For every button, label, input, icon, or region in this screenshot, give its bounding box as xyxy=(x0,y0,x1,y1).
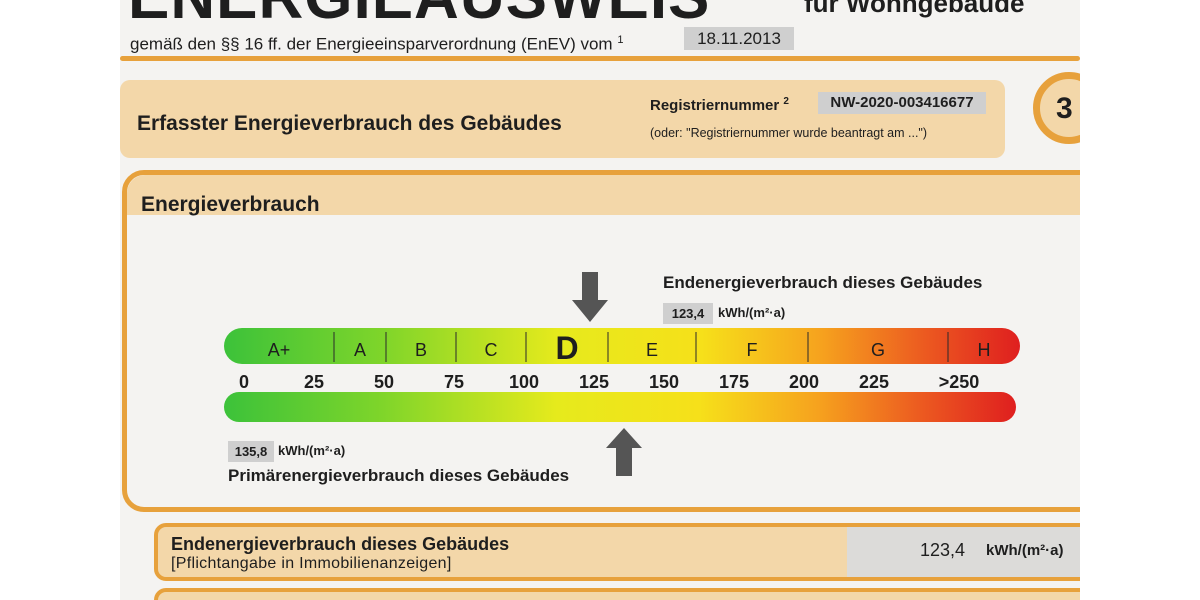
summary-unit: kWh/(m²·a) xyxy=(986,542,1064,559)
end-energy-unit: kWh/(m²·a) xyxy=(718,305,786,320)
energy-consumption-title: Energieverbrauch xyxy=(141,193,320,216)
issue-date: 18.11.2013 xyxy=(684,27,794,50)
primary-energy-value: 135,8 xyxy=(228,441,274,462)
scale-class-label: D xyxy=(555,330,578,366)
end-energy-value: 123,4 xyxy=(663,303,713,324)
summary-value: 123,4 xyxy=(920,540,966,560)
summary-subtitle: [Pflichtangabe in Immobilienanzeigen] xyxy=(171,555,452,572)
primary-energy-unit: kWh/(m²·a) xyxy=(278,443,346,458)
scale-class-label: C xyxy=(485,340,498,360)
scale-tick-label: 100 xyxy=(509,372,539,392)
section-title: Erfasster Energieverbrauch des Gebäudes xyxy=(137,112,562,135)
scale-tick-label: 50 xyxy=(374,372,394,392)
registration-label: Registriernummer 2 xyxy=(650,96,789,114)
primary-energy-label: Primärenergieverbrauch dieses Gebäudes xyxy=(228,466,570,485)
scale-tick-label: 225 xyxy=(859,372,889,392)
scale-tick-label: 200 xyxy=(789,372,819,392)
summary-title: Endenergieverbrauch dieses Gebäudes xyxy=(171,534,510,554)
scale-tick-label: 25 xyxy=(304,372,324,392)
scale-tick-label: 75 xyxy=(444,372,464,392)
scale-class-label: A+ xyxy=(268,340,291,360)
scale-class-label: B xyxy=(415,340,427,360)
scale-class-label: G xyxy=(871,340,885,360)
next-section-panel xyxy=(154,588,1080,600)
scale-bottom-bar xyxy=(224,392,1016,422)
scale-tick-label: >250 xyxy=(939,372,980,392)
energy-consumption-header xyxy=(127,175,1080,215)
end-energy-marker-arrow xyxy=(571,272,608,322)
registration-note: (oder: "Registriernummer wurde beantragt… xyxy=(650,126,928,140)
scale-tick-label: 125 xyxy=(579,372,609,392)
scale-class-label: A xyxy=(354,340,366,360)
header-divider xyxy=(120,56,1080,61)
primary-energy-marker-arrow xyxy=(606,428,643,476)
summary-value-panel xyxy=(847,527,1080,577)
certificate-title: ENERGIEAUSWEIS xyxy=(128,0,710,33)
end-energy-label: Endenergieverbrauch dieses Gebäudes xyxy=(663,273,983,292)
scale-tick-label: 175 xyxy=(719,372,749,392)
certificate-title-suffix: für Wohngebäude xyxy=(804,0,1025,18)
scale-top-bar xyxy=(224,328,1020,364)
scale-tick-label: 0 xyxy=(239,372,249,392)
page-number: 3 xyxy=(1056,92,1073,125)
registration-number: NW-2020-003416677 xyxy=(818,92,986,114)
scale-class-label: H xyxy=(978,340,991,360)
scale-class-label: E xyxy=(646,340,658,360)
certificate-subtitle: gemäß den §§ 16 ff. der Energieeinsparve… xyxy=(130,34,624,54)
scale-tick-label: 150 xyxy=(649,372,679,392)
scale-class-label: F xyxy=(747,340,758,360)
energy-efficiency-scale: A+ A B C D E F G H 0 25 50 75 100 125 150 175 200 225 >250 xyxy=(224,328,1020,422)
energy-certificate-page: ENERGIEAUSWEIS für Wohngebäude gemäß den… xyxy=(120,0,1080,600)
